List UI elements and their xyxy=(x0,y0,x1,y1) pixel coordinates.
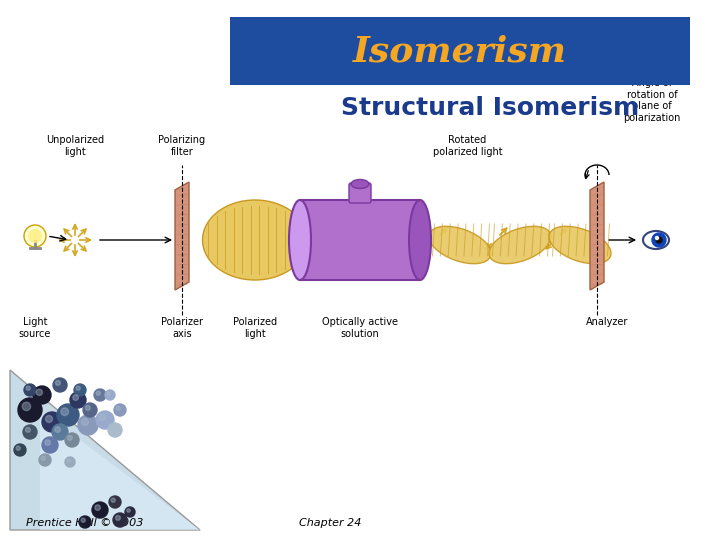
Circle shape xyxy=(116,406,120,410)
Circle shape xyxy=(94,389,106,401)
Polygon shape xyxy=(175,182,189,290)
Circle shape xyxy=(96,391,100,395)
Circle shape xyxy=(24,384,36,396)
Circle shape xyxy=(70,392,86,408)
Circle shape xyxy=(41,456,45,460)
Circle shape xyxy=(25,428,30,433)
Circle shape xyxy=(28,229,42,243)
Circle shape xyxy=(99,414,105,421)
Circle shape xyxy=(57,404,79,426)
Text: Polarized
light: Polarized light xyxy=(233,317,277,339)
Circle shape xyxy=(114,404,126,416)
Text: Isomerism: Isomerism xyxy=(353,34,567,68)
Circle shape xyxy=(652,233,666,247)
Circle shape xyxy=(67,459,71,462)
Circle shape xyxy=(61,408,68,416)
Ellipse shape xyxy=(289,200,311,280)
Polygon shape xyxy=(40,410,200,530)
Circle shape xyxy=(52,424,68,440)
Circle shape xyxy=(656,237,662,243)
Circle shape xyxy=(655,237,659,240)
FancyBboxPatch shape xyxy=(300,200,420,280)
Circle shape xyxy=(24,225,46,247)
Polygon shape xyxy=(590,182,604,290)
Circle shape xyxy=(39,454,51,466)
Circle shape xyxy=(45,415,53,422)
Ellipse shape xyxy=(409,200,431,280)
Circle shape xyxy=(76,386,81,390)
Text: Structural Isomerism: Structural Isomerism xyxy=(341,96,639,120)
Text: Optically active
solution: Optically active solution xyxy=(322,317,398,339)
Text: Angle of
rotation of
plane of
polarization: Angle of rotation of plane of polarizati… xyxy=(624,78,680,123)
Circle shape xyxy=(53,378,67,392)
Circle shape xyxy=(125,507,135,517)
Circle shape xyxy=(113,513,127,527)
Circle shape xyxy=(115,516,120,521)
Text: Analyzer: Analyzer xyxy=(586,317,628,327)
Circle shape xyxy=(16,446,20,450)
Circle shape xyxy=(86,406,90,410)
Ellipse shape xyxy=(429,226,491,264)
Circle shape xyxy=(55,427,60,433)
Circle shape xyxy=(81,418,89,426)
Ellipse shape xyxy=(643,231,669,249)
Circle shape xyxy=(42,437,58,453)
Circle shape xyxy=(55,381,60,386)
Circle shape xyxy=(92,502,108,518)
Polygon shape xyxy=(10,370,200,530)
Circle shape xyxy=(105,390,115,400)
Circle shape xyxy=(83,403,97,417)
Text: Polarizer
axis: Polarizer axis xyxy=(161,317,203,339)
Circle shape xyxy=(65,433,79,447)
Circle shape xyxy=(14,444,26,456)
Circle shape xyxy=(111,498,115,502)
Circle shape xyxy=(127,509,130,512)
Circle shape xyxy=(68,435,72,440)
Text: Light
source: Light source xyxy=(19,317,51,339)
FancyBboxPatch shape xyxy=(349,183,371,203)
Circle shape xyxy=(42,412,62,432)
Circle shape xyxy=(26,386,30,390)
Circle shape xyxy=(108,423,122,437)
Circle shape xyxy=(33,386,51,404)
Ellipse shape xyxy=(351,179,369,188)
Circle shape xyxy=(109,496,121,508)
Circle shape xyxy=(36,389,42,395)
FancyBboxPatch shape xyxy=(230,17,690,85)
Text: Polarizing
filter: Polarizing filter xyxy=(158,136,206,157)
Circle shape xyxy=(18,398,42,422)
Circle shape xyxy=(23,425,37,439)
Text: Unpolarized
light: Unpolarized light xyxy=(46,136,104,157)
Text: Chapter 24: Chapter 24 xyxy=(299,518,361,528)
Ellipse shape xyxy=(549,226,611,264)
Circle shape xyxy=(22,402,30,410)
Circle shape xyxy=(96,411,114,429)
Circle shape xyxy=(107,392,110,395)
Circle shape xyxy=(65,457,75,467)
Circle shape xyxy=(78,415,98,435)
Circle shape xyxy=(73,395,78,400)
Circle shape xyxy=(110,426,115,430)
Circle shape xyxy=(79,516,91,528)
Circle shape xyxy=(81,518,85,522)
Ellipse shape xyxy=(202,200,307,280)
Ellipse shape xyxy=(489,226,551,264)
Circle shape xyxy=(74,384,86,396)
Circle shape xyxy=(95,505,100,510)
Text: Prentice Hall © 2003: Prentice Hall © 2003 xyxy=(27,518,144,528)
Text: Rotated
polarized light: Rotated polarized light xyxy=(433,136,503,157)
Circle shape xyxy=(45,440,50,445)
